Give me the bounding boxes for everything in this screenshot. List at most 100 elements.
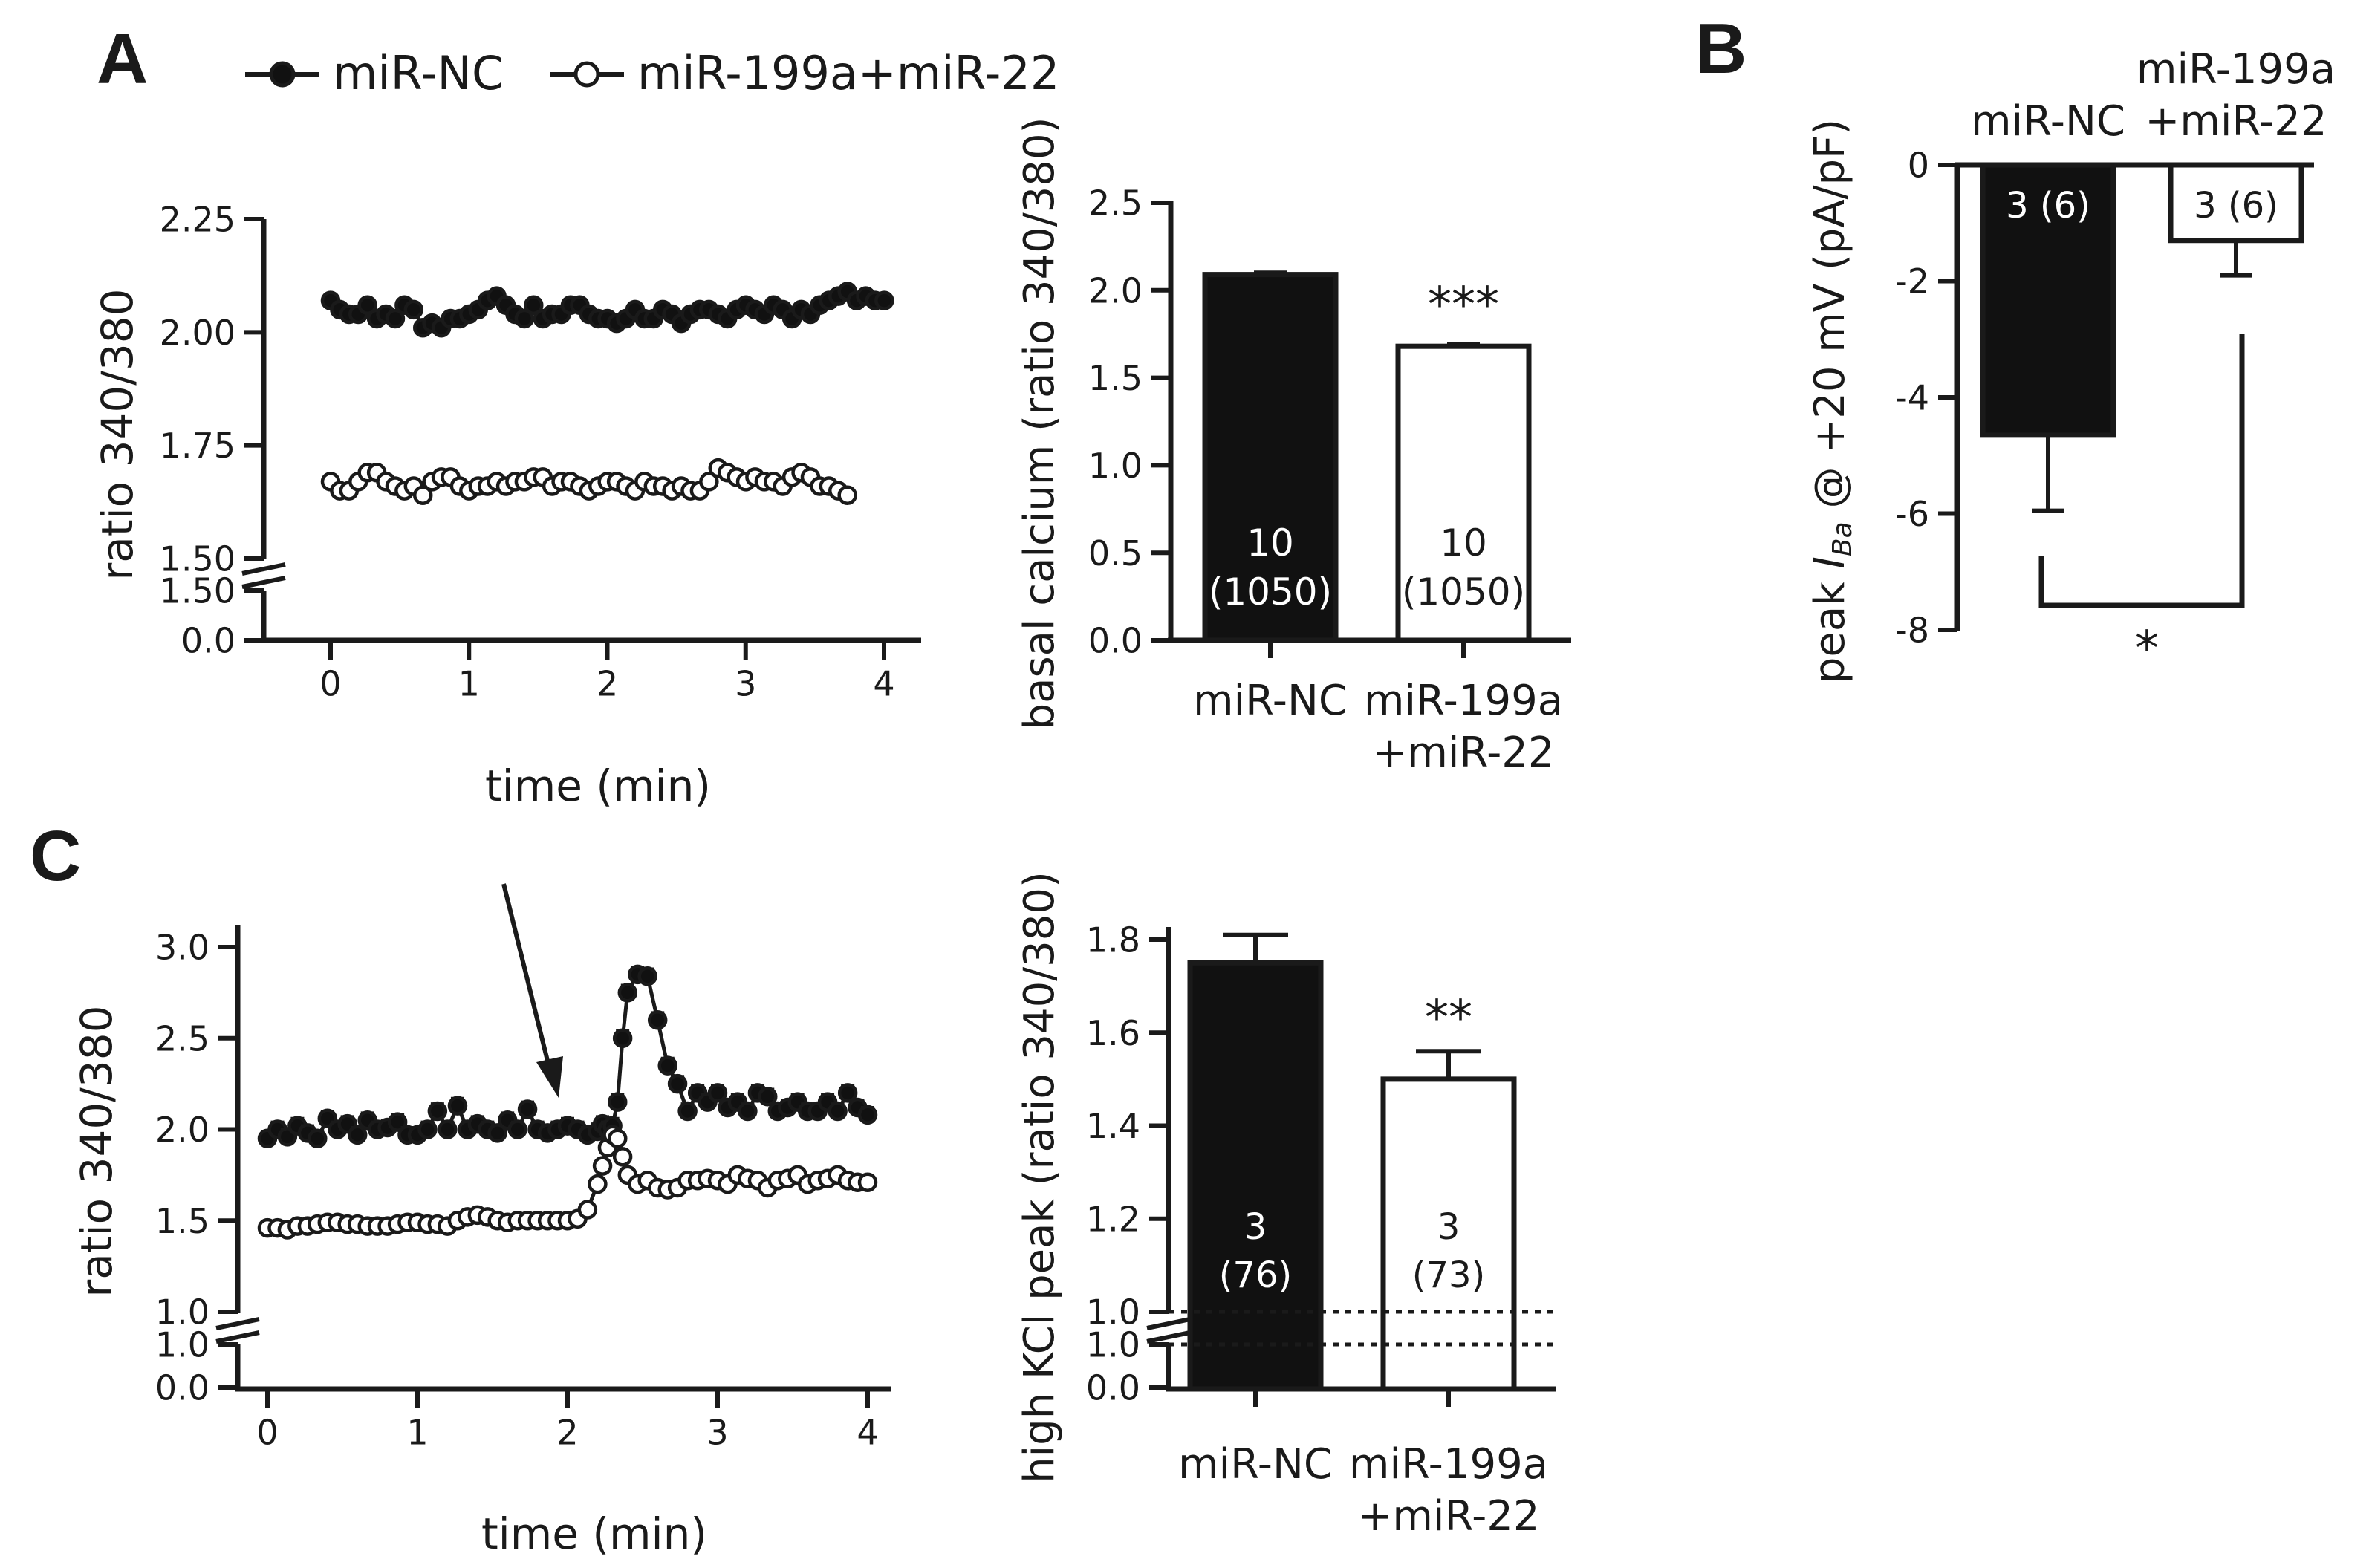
a-bar-bars: 10 (1050) miR-NC 10 (1050) miR-199a+miR-22 bbox=[1193, 270, 1563, 777]
a-bar-mir-nc bbox=[1202, 272, 1339, 643]
c-trace-data-point bbox=[707, 1083, 728, 1103]
b-ylabel-subscript: Ba bbox=[1827, 521, 1858, 556]
c-trace-x-ticks: 0 1 2 3 4 bbox=[256, 1389, 879, 1452]
c-kcl-arrow-head bbox=[536, 1056, 563, 1098]
a-trace-axis-break-bottom bbox=[241, 576, 286, 589]
c-trace-series-mir-199a-22 bbox=[257, 1125, 878, 1240]
a-bar-y-tick-label: 0.5 bbox=[1088, 533, 1143, 573]
c-trace-data-point bbox=[828, 1101, 848, 1122]
a-bar-y-tick-label: 1.5 bbox=[1088, 358, 1143, 398]
a-trace-y-tick-label: 2.00 bbox=[160, 313, 235, 353]
a-trace-x-ticks: 0 1 2 3 4 bbox=[319, 640, 895, 703]
a-bar-n-label: (1050) bbox=[1402, 570, 1525, 614]
legend-nc-label: miR-NC bbox=[333, 46, 504, 100]
a-bar-y-tick-label: 2.5 bbox=[1088, 183, 1143, 224]
chart-c-bar: 1.01.21.41.61.80.01.0 3(76)miR-NC3(73)mi… bbox=[1015, 871, 1556, 1541]
c-trace-data-point bbox=[857, 1172, 878, 1192]
c-trace-data-point bbox=[677, 1101, 698, 1122]
b-significance-bracket bbox=[2038, 334, 2245, 608]
legend-nc-marker bbox=[269, 61, 296, 88]
legend-mir-marker bbox=[573, 61, 600, 88]
c-bar-n-label: 3 bbox=[1244, 1206, 1267, 1248]
a-trace-series-mir-nc bbox=[320, 282, 894, 338]
b-bar-y-tick-label: -8 bbox=[1895, 611, 1929, 651]
a-bar-y-tick-label: 2.0 bbox=[1088, 270, 1143, 310]
b-bar-y-ticks: 0 -2 -4 -6 -8 bbox=[1895, 146, 1957, 651]
a-bar-category-label: miR-199a bbox=[1364, 677, 1563, 725]
a-bar-significance: *** bbox=[1428, 278, 1499, 333]
c-trace-x-tick-label: 3 bbox=[706, 1412, 728, 1452]
c-bar-y-lower-tick-label: 1.0 bbox=[1086, 1325, 1140, 1365]
a-trace-y-tick-label: 1.50 bbox=[160, 539, 235, 579]
chart-a-bar: 0.0 0.5 1.0 1.5 2.0 2.5 10 (1050) miR-NC 10 (1050… bbox=[1015, 117, 1571, 777]
c-bar-significance: ** bbox=[1425, 991, 1472, 1046]
a-trace-axis-break-top bbox=[241, 562, 286, 576]
c-trace-data-point bbox=[417, 1119, 438, 1139]
c-trace-y-tick-label: 3.0 bbox=[155, 928, 209, 968]
c-bar-category-label: miR-NC bbox=[1178, 1440, 1333, 1489]
c-trace-data-point bbox=[577, 1200, 598, 1220]
a-trace-x-tick-label: 4 bbox=[873, 663, 894, 703]
c-trace-data-point bbox=[738, 1101, 758, 1122]
c-bar-y-tick-label: 1.2 bbox=[1086, 1199, 1140, 1239]
a-trace-y-label: ratio 340/380 bbox=[92, 288, 143, 580]
c-trace-x-label: time (min) bbox=[481, 1509, 707, 1559]
a-bar-y-tick-label: 0.0 bbox=[1088, 621, 1143, 661]
c-trace-data-point bbox=[427, 1101, 448, 1122]
a-trace-data-point bbox=[385, 308, 406, 329]
a-bar-y-tick-label: 1.0 bbox=[1088, 446, 1143, 486]
c-trace-data-point bbox=[308, 1128, 328, 1149]
c-trace-data-point bbox=[637, 966, 657, 986]
a-trace-series-mir-199a-22 bbox=[320, 458, 857, 505]
a-bar-category-label: miR-NC bbox=[1193, 677, 1348, 725]
c-trace-x-tick-label: 1 bbox=[406, 1412, 428, 1452]
c-trace-data-point bbox=[617, 983, 638, 1003]
c-bar-axis-break-top bbox=[1146, 1317, 1191, 1330]
b-bar-category-label: miR-NC bbox=[1971, 97, 2125, 146]
panel-label-a: A bbox=[97, 19, 148, 99]
b-ylabel-suffix: @ +20 mV (pA/pF) bbox=[1806, 119, 1854, 521]
chart-a-trace: 1.50 1.75 2.00 2.25 0.0 1.50 0 1 2 3 4 ratio 340/… bbox=[92, 200, 921, 811]
a-trace-x-tick-label: 0 bbox=[319, 663, 341, 703]
c-bar-y-tick-label: 1.8 bbox=[1086, 920, 1140, 960]
c-bar-category-label: miR-199a bbox=[1349, 1440, 1548, 1489]
c-trace-data-point bbox=[438, 1119, 458, 1139]
legend-mir-label: miR-199a+miR-22 bbox=[637, 46, 1059, 100]
b-bar-mir-199a-22 bbox=[2168, 162, 2304, 244]
a-trace-y-tick-label: 1.75 bbox=[160, 426, 235, 466]
a-trace-x-tick-label: 3 bbox=[735, 663, 756, 703]
a-trace-y-tick-label: 2.25 bbox=[160, 200, 235, 240]
b-ylabel-symbol: I bbox=[1806, 556, 1854, 569]
c-trace-x-tick-label: 2 bbox=[556, 1412, 578, 1452]
b-bar-bars: 3 (6) miR-NC 3 (6) miR-199a+miR-22 bbox=[1971, 45, 2336, 513]
b-bar-significance: * bbox=[2135, 622, 2159, 677]
b-bar-y-tick-label: -4 bbox=[1895, 378, 1929, 418]
a-bar-mir-199a-22 bbox=[1395, 343, 1532, 643]
c-bar-axis-break-bottom bbox=[1146, 1330, 1191, 1344]
c-bar-n-label: 3 bbox=[1437, 1206, 1460, 1248]
a-trace-data-point bbox=[514, 308, 535, 329]
c-trace-data-point bbox=[857, 1105, 878, 1125]
b-ylabel-prefix: peak bbox=[1806, 569, 1854, 684]
c-bar-mir-nc bbox=[1187, 960, 1324, 1392]
c-trace-y-tick-label: 2.5 bbox=[155, 1018, 209, 1058]
a-trace-x-tick-label: 2 bbox=[597, 663, 618, 703]
c-trace-data-point bbox=[612, 1028, 633, 1048]
c-bar-y-tick-label: 1.0 bbox=[1086, 1292, 1140, 1333]
c-bar-n-label: (76) bbox=[1219, 1255, 1293, 1296]
panel-label-b: B bbox=[1695, 9, 1746, 88]
a-trace-data-point bbox=[403, 299, 424, 320]
c-bar-n-label: (73) bbox=[1412, 1255, 1486, 1296]
c-bar-bars: 3 (76) miR-NC 3 (73) miR-199a+miR-22 bbox=[1178, 932, 1548, 1541]
a-trace-y-lower-tick-label: 1.50 bbox=[160, 571, 235, 611]
b-bar-y-label: peak IBa @ +20 mV (pA/pF) bbox=[1806, 119, 1858, 683]
c-trace-data-point bbox=[507, 1119, 527, 1139]
c-trace-data-point bbox=[487, 1123, 507, 1143]
c-trace-data-point bbox=[612, 1147, 633, 1167]
c-bar-y-ticks: 1.01.21.41.61.80.01.0 bbox=[1086, 920, 1169, 1408]
c-trace-x-tick-label: 0 bbox=[256, 1412, 278, 1452]
c-trace-x-tick-label: 4 bbox=[857, 1412, 878, 1452]
